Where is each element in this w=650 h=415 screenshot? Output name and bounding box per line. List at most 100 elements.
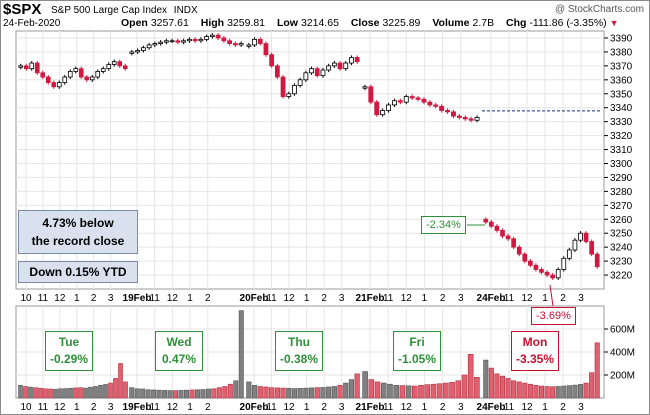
volume-bar — [103, 384, 108, 399]
candle — [397, 100, 403, 103]
volume-x-axis-label: 12 — [54, 402, 66, 413]
volume-bar — [368, 379, 375, 399]
volume-bar — [274, 387, 280, 399]
volume-x-axis-label: 3 — [108, 402, 114, 413]
candle — [544, 271, 550, 276]
candle — [331, 62, 337, 67]
candle — [374, 101, 380, 116]
volume-bar — [589, 372, 595, 399]
volume-bar — [263, 386, 269, 399]
volume-bar — [18, 385, 23, 399]
candle — [594, 253, 600, 268]
day-box-label: Wed — [166, 335, 192, 349]
volume-x-axis-label: 1 — [304, 402, 310, 413]
volume-bar — [173, 390, 179, 399]
price-axis-label: 3220 — [610, 271, 633, 282]
candle — [589, 241, 594, 255]
price-x-axis-label: 3 — [458, 293, 464, 304]
candle — [286, 93, 292, 97]
day-box-wed: Wed 0.47% — [155, 331, 203, 371]
volume-bar — [308, 387, 315, 399]
candle — [140, 47, 146, 51]
price-x-axis-label: 2 — [91, 293, 97, 304]
volume-bar — [326, 386, 332, 399]
volume-bar — [494, 373, 500, 399]
candle — [349, 57, 354, 64]
volume-x-axis-label: 3 — [339, 402, 345, 413]
volume-x-axis-label: 11 — [38, 402, 49, 413]
volume-bar — [320, 387, 326, 399]
candle — [45, 76, 51, 83]
candle — [368, 86, 374, 103]
price-x-axis-label: 12 — [521, 293, 533, 304]
volume-bar — [488, 367, 494, 399]
volume-bar — [151, 389, 157, 399]
candle — [263, 43, 269, 56]
candle — [129, 51, 135, 54]
volume-bar — [474, 376, 480, 399]
price-x-axis-label: 2 — [440, 293, 446, 304]
volume-bar — [348, 379, 355, 399]
candle — [163, 40, 169, 43]
candle — [314, 68, 320, 77]
volume-bar — [98, 385, 103, 399]
volume-x-axis-label: 2 — [91, 402, 97, 413]
price-axis-label: 3250 — [610, 229, 633, 240]
candle — [445, 110, 451, 113]
volume-bar — [194, 389, 200, 399]
volume-bar — [233, 380, 239, 399]
volume-bar — [343, 382, 349, 399]
candle — [309, 68, 314, 74]
volume-bar — [538, 385, 545, 399]
volume-bar — [533, 385, 539, 399]
record-close-box: 4.73% below the record close — [18, 210, 138, 254]
volume-bar — [68, 388, 73, 399]
volume-bar — [399, 385, 406, 399]
down-triangle-icon: ▼ — [609, 18, 619, 28]
price-axis-label: 3260 — [610, 215, 633, 226]
record-line-2: the record close — [31, 234, 125, 248]
price-x-axis-label: 11 — [383, 293, 394, 304]
price-axis-label: 3300 — [610, 159, 633, 170]
open-value: 3257.61 — [150, 17, 189, 29]
candle — [303, 72, 309, 81]
high-label: High — [200, 17, 225, 29]
price-axis-label: 3320 — [610, 131, 633, 142]
candle — [494, 225, 500, 231]
price-x-axis-label: 11 — [504, 293, 515, 304]
volume-bar — [374, 381, 381, 399]
volume-bar — [63, 388, 68, 399]
candle — [252, 38, 257, 46]
volume-x-axis-label: 3 — [578, 402, 584, 413]
candle — [204, 36, 210, 40]
price-axis-label: 3390 — [610, 33, 633, 44]
volume-bar — [58, 388, 63, 399]
candle — [146, 44, 152, 49]
day-box-label: Fri — [409, 335, 425, 349]
candle — [550, 274, 555, 279]
candle — [169, 40, 175, 43]
monday-move-callout: -3.69% — [531, 307, 576, 325]
price-axis-label: 3340 — [610, 103, 633, 114]
candle — [421, 98, 427, 103]
low-label: Low — [276, 17, 298, 29]
candle — [135, 50, 141, 53]
volume-bar — [550, 386, 556, 399]
volume-bar — [113, 378, 118, 399]
volume-bar — [280, 387, 286, 399]
candle — [343, 62, 349, 70]
volume-x-axis-label: 12 — [167, 402, 179, 413]
candle — [483, 218, 489, 223]
volume-x-axis-label: 19Feb — [123, 402, 152, 413]
volume-bar — [449, 382, 455, 399]
candle — [175, 40, 181, 43]
volume-bar — [505, 378, 511, 399]
volume-bar — [544, 386, 550, 399]
volume-bar — [594, 342, 600, 399]
candle — [274, 65, 280, 78]
price-x-axis-label: 3 — [108, 293, 114, 304]
candle — [539, 269, 544, 273]
volume-bar — [412, 385, 418, 399]
volume-bar — [362, 371, 368, 399]
volume-bar — [499, 375, 506, 399]
